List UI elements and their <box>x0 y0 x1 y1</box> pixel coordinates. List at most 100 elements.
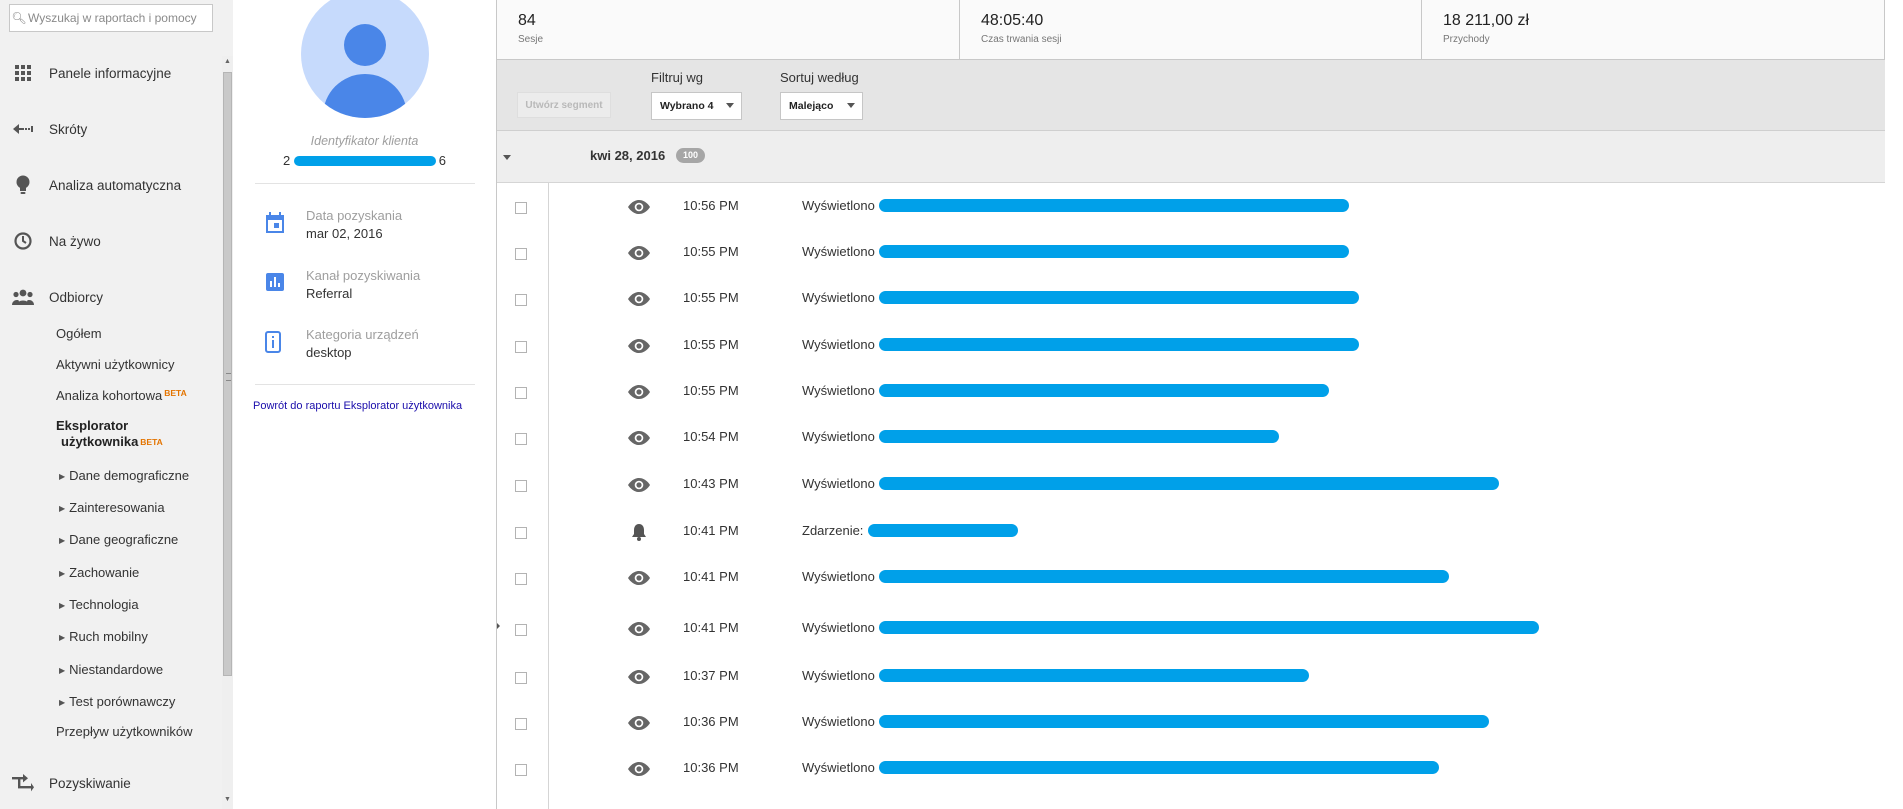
date-group-header[interactable]: kwi 28, 2016 100 <box>497 131 1885 183</box>
calendar-icon <box>265 212 285 234</box>
nav-item-label: Skróty <box>49 121 88 137</box>
nav-exp-mobile[interactable]: ▶︎ Ruch mobilny <box>59 629 148 644</box>
nav-sub-label: Ogółem <box>56 326 102 341</box>
row-checkbox[interactable] <box>515 248 527 260</box>
client-id-start: 2 <box>283 153 291 168</box>
nav-sub-cohort-analysis[interactable]: Analiza kohortowa BETA <box>56 388 187 403</box>
activity-row[interactable]: 10:43 PM Wyświetlono <box>497 461 1885 499</box>
nav-item-dashboards[interactable]: Panele informacyjne <box>0 56 222 90</box>
row-checkbox[interactable] <box>515 433 527 445</box>
nav-sub-label: Przepływ użytkowników <box>56 724 193 739</box>
metric-session-duration: 48:05:40 Czas trwania sesji <box>960 0 1422 59</box>
row-checkbox[interactable] <box>515 294 527 306</box>
nav-sub-user-explorer[interactable]: Eksplorator użytkownika BETA <box>56 418 163 450</box>
row-checkbox[interactable] <box>515 527 527 539</box>
activity-row[interactable]: 10:41 PM Wyświetlono <box>497 554 1885 592</box>
divider <box>255 384 475 385</box>
nav-item-audience[interactable]: Odbiorcy <box>0 280 222 314</box>
redaction-mark <box>879 199 1349 212</box>
nav-exp-interests[interactable]: ▶︎ Zainteresowania <box>59 500 165 515</box>
collapse-toggle-icon[interactable] <box>503 155 511 160</box>
nav-exp-benchmarking[interactable]: ▶︎ Test porównawczy <box>59 694 175 709</box>
nav-exp-custom[interactable]: ▶︎ Niestandardowe <box>59 662 163 677</box>
activity-action: Zdarzenie: <box>802 523 864 538</box>
expand-triangle-icon: ▶︎ <box>59 633 66 642</box>
activity-time: 10:55 PM <box>683 244 739 259</box>
activity-row[interactable]: 10:55 PM Wyświetlono <box>497 368 1885 406</box>
activity-time: 10:41 PM <box>683 523 739 538</box>
redaction-mark <box>879 384 1329 397</box>
nav-exp-geo[interactable]: ▶︎ Dane geograficzne <box>59 532 178 547</box>
expand-triangle-icon: ▶︎ <box>59 472 66 481</box>
nav-item-shortcuts[interactable]: Skróty <box>0 112 222 146</box>
toolbar: Utwórz segment Filtruj wg Wybrano 4 Sort… <box>497 60 1885 131</box>
date-group-label: kwi 28, 2016 <box>590 148 666 163</box>
metric-label: Sesje <box>518 34 544 45</box>
activity-action: Wyświetlono <box>802 290 875 305</box>
scrollbar-thumb[interactable] <box>223 72 232 676</box>
create-segment-button[interactable]: Utwórz segment <box>517 92 611 118</box>
nav-sub-overview[interactable]: Ogółem <box>56 326 102 341</box>
beta-badge: BETA <box>140 437 163 447</box>
row-checkbox[interactable] <box>515 341 527 353</box>
activity-row[interactable]: 10:36 PM Wyświetlono <box>497 699 1885 737</box>
activity-action: Wyświetlono <box>802 383 875 398</box>
activity-row[interactable]: 10:55 PM Wyświetlono <box>497 229 1885 267</box>
row-checkbox[interactable] <box>515 672 527 684</box>
lightbulb-icon <box>12 174 34 196</box>
date-group-count-badge: 100 <box>676 148 706 163</box>
search-box[interactable]: 🔍︎ <box>9 4 213 32</box>
activity-action: Wyświetlono <box>802 569 875 584</box>
filter-value: Wybrano 4 <box>660 100 714 112</box>
nav-exp-label: Dane geograficzne <box>69 532 179 547</box>
activity-row[interactable]: 10:37 PM Wyświetlono <box>497 653 1885 691</box>
activity-row[interactable]: 10:56 PM Wyświetlono <box>497 183 1885 221</box>
main-content: 84 Sesje 48:05:40 Czas trwania sesji 18 … <box>496 0 1885 809</box>
metric-revenue: 18 211,00 zł Przychody <box>1422 0 1885 59</box>
nav-exp-technology[interactable]: ▶︎ Technologia <box>59 597 139 612</box>
redaction-mark <box>879 570 1449 583</box>
scroll-down-arrow-icon[interactable]: ▼︎ <box>224 796 231 803</box>
row-checkbox[interactable] <box>515 764 527 776</box>
list-column-divider <box>548 183 549 809</box>
activity-row[interactable]: 10:55 PM Wyświetlono <box>497 275 1885 313</box>
activity-row[interactable]: 10:54 PM Wyświetlono <box>497 414 1885 452</box>
metrics-bar: 84 Sesje 48:05:40 Czas trwania sesji 18 … <box>497 0 1885 60</box>
sort-label: Sortuj według <box>780 70 859 85</box>
search-input[interactable] <box>28 11 208 25</box>
expand-triangle-icon: ▶︎ <box>59 569 66 578</box>
nav-sub-active-users[interactable]: Aktywni użytkownicy <box>56 357 174 372</box>
scroll-up-arrow-icon[interactable]: ▲︎ <box>224 58 231 65</box>
nav-exp-demographics[interactable]: ▶︎ Dane demograficzne <box>59 468 189 483</box>
back-to-report-link[interactable]: Powrót do raportu Eksplorator użytkownik… <box>253 400 463 412</box>
nav-item-realtime[interactable]: Na żywo <box>0 224 222 258</box>
sidebar-scrollbar[interactable]: ▲︎ ▼︎ <box>222 56 233 809</box>
nav-exp-behavior[interactable]: ▶︎ Zachowanie <box>59 565 139 580</box>
filter-dropdown[interactable]: Wybrano 4 <box>651 92 742 120</box>
row-checkbox[interactable] <box>515 624 527 636</box>
metric-value: 18 211,00 zł <box>1443 12 1529 29</box>
sort-dropdown[interactable]: Malejąco <box>780 92 863 120</box>
activity-row[interactable]: 10:55 PM Wyświetlono <box>497 322 1885 360</box>
eye-icon <box>626 244 652 262</box>
row-checkbox[interactable] <box>515 573 527 585</box>
row-checkbox[interactable] <box>515 202 527 214</box>
nav-sub-users-flow[interactable]: Przepływ użytkowników <box>56 724 193 739</box>
acquisition-arrows-icon <box>12 772 34 794</box>
nav-exp-label: Zachowanie <box>69 565 140 580</box>
nav-item-acquisition[interactable]: Pozyskiwanie <box>0 766 222 800</box>
activity-time: 10:37 PM <box>683 668 739 683</box>
redaction-mark <box>879 477 1499 490</box>
eye-icon <box>626 198 652 216</box>
activity-time: 10:55 PM <box>683 290 739 305</box>
activity-action: Wyświetlono <box>802 668 875 683</box>
row-checkbox[interactable] <box>515 480 527 492</box>
nav-item-intelligence[interactable]: Analiza automatyczna <box>0 168 222 202</box>
activity-row[interactable]: 10:36 PM Wyświetlono <box>497 745 1885 783</box>
row-checkbox[interactable] <box>515 387 527 399</box>
nav-sub-label: Aktywni użytkownicy <box>56 357 175 372</box>
activity-row[interactable]: 10:41 PM Zdarzenie: <box>497 508 1885 546</box>
info-title: Data pozyskania <box>306 208 403 223</box>
row-checkbox[interactable] <box>515 718 527 730</box>
activity-row[interactable]: 10:41 PM Wyświetlono <box>497 605 1885 643</box>
